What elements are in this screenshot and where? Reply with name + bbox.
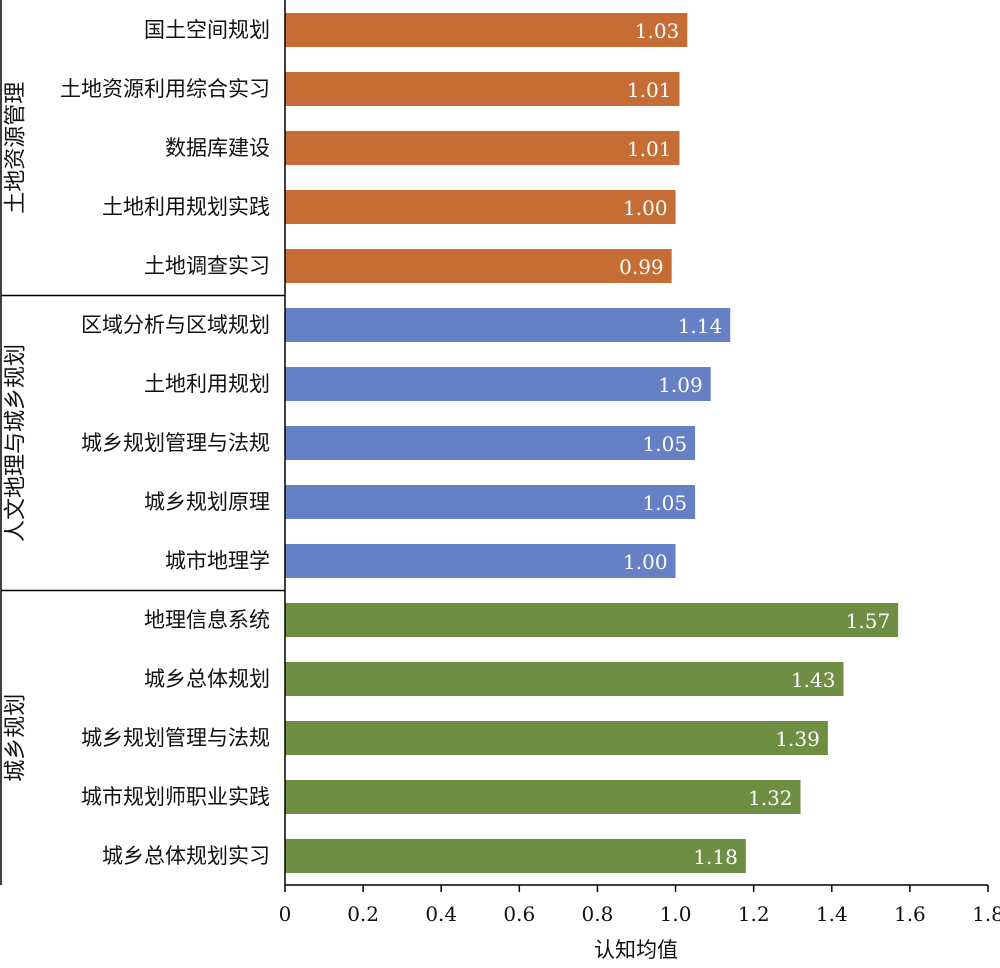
- value-label: 1.05: [643, 491, 688, 515]
- bar: [285, 249, 672, 283]
- x-tick-label: 1.8: [972, 902, 1000, 926]
- value-label: 1.18: [693, 845, 738, 869]
- category-label: 土地利用规划实践: [102, 195, 270, 219]
- category-label: 国土空间规划: [144, 18, 270, 42]
- bar: [285, 308, 731, 342]
- x-tick-label: 0.4: [425, 902, 457, 926]
- category-label: 土地利用规划: [144, 372, 270, 396]
- value-label: 1.01: [627, 137, 672, 161]
- category-label: 城乡总体规划实习: [102, 844, 270, 868]
- value-label: 1.05: [643, 432, 688, 456]
- value-label: 1.43: [791, 668, 836, 692]
- x-tick-label: 1.2: [738, 902, 770, 926]
- category-label: 数据库建设: [165, 136, 270, 160]
- value-label: 1.09: [658, 373, 703, 397]
- bars-layer: 国土空间规划 1.03 土地资源利用综合实习 1.01 数据库建设 1.01 土地利用规划实…: [60, 13, 899, 873]
- category-label: 城市规划师职业实践: [81, 785, 270, 809]
- value-label: 1.03: [635, 19, 680, 43]
- bar: [285, 190, 676, 224]
- category-label: 土地资源利用综合实习: [60, 77, 270, 101]
- category-label: 城乡规划原理: [144, 490, 270, 514]
- value-label: 1.32: [748, 786, 793, 810]
- bar: [285, 839, 746, 873]
- bar: [285, 485, 696, 519]
- x-axis: 0 0.2 0.4 0.6 0.8 1.0 1.2 1.4 1.6 1.8: [279, 0, 1000, 926]
- x-tick-label: 1.6: [894, 902, 926, 926]
- category-label: 地理信息系统: [144, 608, 270, 632]
- group-label: 人文地理与城乡规划: [4, 344, 29, 542]
- category-label: 城乡规划管理与法规: [81, 431, 270, 455]
- x-tick-label: 1.0: [660, 902, 692, 926]
- x-tick-label: 0.6: [503, 902, 535, 926]
- value-label: 1.14: [678, 314, 723, 338]
- value-label: 1.57: [846, 609, 891, 633]
- category-label: 城市地理学: [165, 549, 270, 573]
- category-label: 城乡总体规划: [144, 667, 270, 691]
- bar: [285, 603, 899, 637]
- category-label: 区域分析与区域规划: [81, 313, 270, 337]
- x-tick-label: 0.8: [582, 902, 614, 926]
- x-tick-label: 0: [279, 902, 292, 926]
- bar: [285, 780, 801, 814]
- category-label: 城乡规划管理与法规: [81, 726, 270, 750]
- bar: [285, 72, 680, 106]
- x-tick-label: 1.4: [816, 902, 848, 926]
- group-label: 城乡规划: [4, 694, 29, 782]
- bar: [285, 426, 696, 460]
- bar: [285, 131, 680, 165]
- bar: [285, 13, 688, 47]
- value-label: 1.00: [623, 550, 668, 574]
- bar: [285, 367, 711, 401]
- value-label: 1.00: [623, 196, 668, 220]
- bar: [285, 662, 844, 696]
- group-label: 土地资源管理: [4, 82, 29, 214]
- x-tick-label: 0.2: [347, 902, 379, 926]
- value-label: 1.39: [775, 727, 820, 751]
- bar: [285, 721, 828, 755]
- value-label: 1.01: [627, 78, 672, 102]
- category-label: 土地调查实习: [144, 254, 270, 278]
- value-label: 0.99: [619, 255, 664, 279]
- x-axis-title: 认知均值: [594, 938, 678, 962]
- bar: [285, 544, 676, 578]
